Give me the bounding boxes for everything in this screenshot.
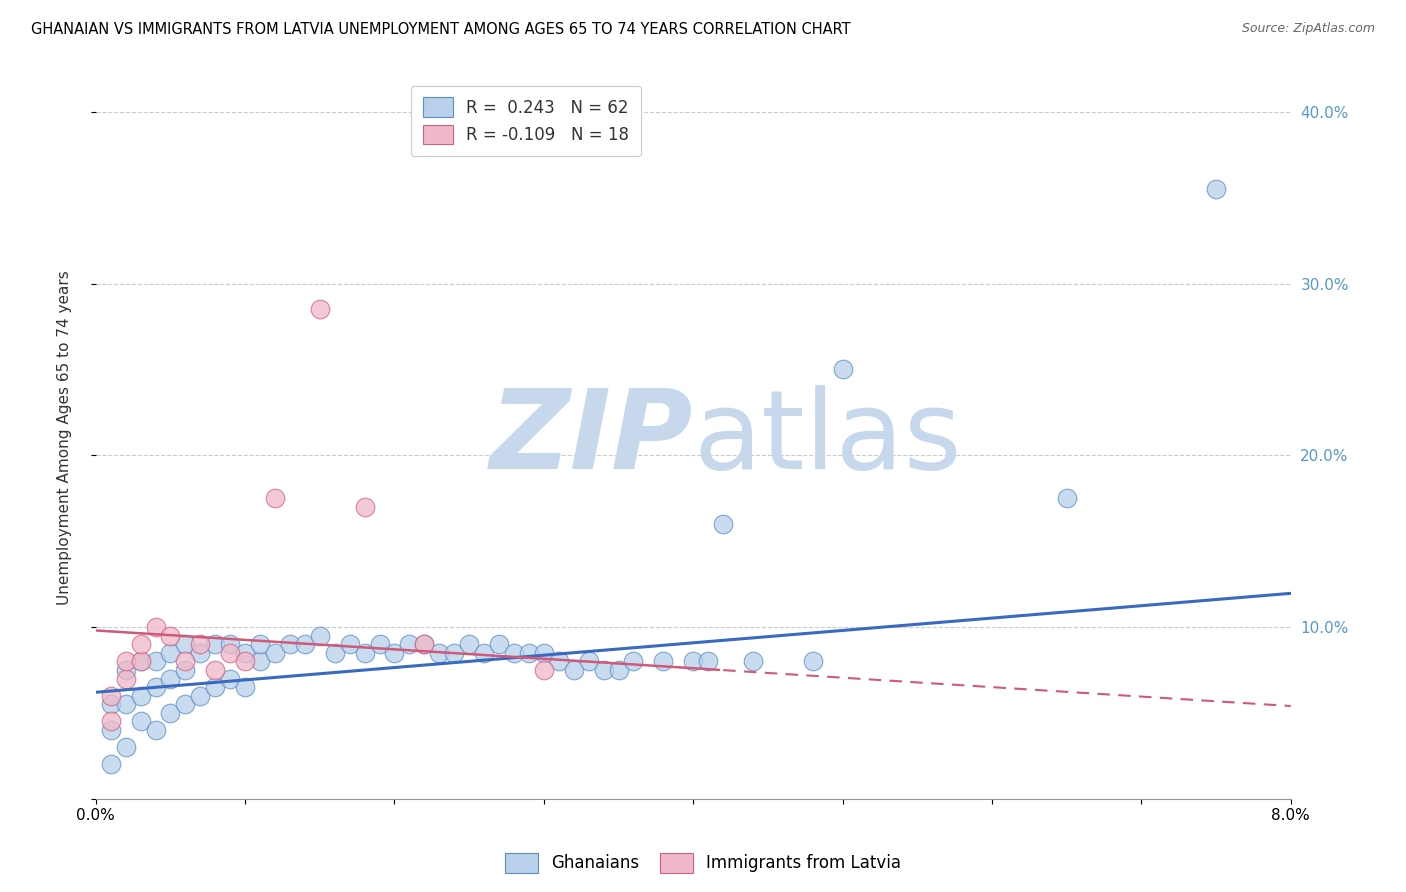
Point	[100, 714, 122, 729]
Point	[294, 637, 316, 651]
Point	[427, 646, 450, 660]
Point	[114, 654, 136, 668]
Point	[249, 654, 271, 668]
Point	[204, 637, 226, 651]
Point	[204, 680, 226, 694]
Point	[114, 663, 136, 677]
Point	[578, 654, 600, 668]
Point	[100, 757, 122, 772]
Point	[413, 637, 436, 651]
Point	[233, 680, 256, 694]
Point	[562, 663, 585, 677]
Point	[249, 637, 271, 651]
Point	[174, 637, 197, 651]
Point	[339, 637, 361, 651]
Point	[114, 698, 136, 712]
Point	[129, 654, 152, 668]
Point	[384, 646, 406, 660]
Point	[145, 620, 167, 634]
Point	[145, 680, 167, 694]
Legend: Ghanaians, Immigrants from Latvia: Ghanaians, Immigrants from Latvia	[498, 847, 908, 880]
Point	[174, 663, 197, 677]
Point	[472, 646, 495, 660]
Point	[831, 362, 853, 376]
Text: atlas: atlas	[693, 384, 962, 491]
Point	[801, 654, 824, 668]
Point	[159, 672, 181, 686]
Point	[188, 637, 211, 651]
Point	[100, 689, 122, 703]
Point	[308, 629, 330, 643]
Point	[503, 646, 526, 660]
Point	[652, 654, 675, 668]
Point	[145, 654, 167, 668]
Point	[219, 672, 242, 686]
Point	[219, 646, 242, 660]
Point	[1205, 182, 1227, 196]
Point	[742, 654, 765, 668]
Point	[100, 723, 122, 737]
Point	[264, 646, 287, 660]
Point	[368, 637, 391, 651]
Point	[711, 516, 734, 531]
Point	[1056, 491, 1078, 506]
Point	[129, 689, 152, 703]
Point	[533, 663, 555, 677]
Point	[233, 646, 256, 660]
Point	[100, 698, 122, 712]
Point	[188, 646, 211, 660]
Point	[204, 663, 226, 677]
Point	[308, 302, 330, 317]
Point	[517, 646, 540, 660]
Point	[233, 654, 256, 668]
Point	[219, 637, 242, 651]
Point	[458, 637, 481, 651]
Point	[129, 654, 152, 668]
Point	[697, 654, 720, 668]
Legend: R =  0.243   N = 62, R = -0.109   N = 18: R = 0.243 N = 62, R = -0.109 N = 18	[411, 86, 641, 156]
Point	[607, 663, 630, 677]
Point	[623, 654, 645, 668]
Point	[443, 646, 465, 660]
Point	[129, 637, 152, 651]
Text: GHANAIAN VS IMMIGRANTS FROM LATVIA UNEMPLOYMENT AMONG AGES 65 TO 74 YEARS CORREL: GHANAIAN VS IMMIGRANTS FROM LATVIA UNEMP…	[31, 22, 851, 37]
Point	[592, 663, 614, 677]
Y-axis label: Unemployment Among Ages 65 to 74 years: Unemployment Among Ages 65 to 74 years	[58, 271, 72, 606]
Point	[533, 646, 555, 660]
Point	[264, 491, 287, 506]
Point	[353, 646, 375, 660]
Text: ZIP: ZIP	[489, 384, 693, 491]
Text: Source: ZipAtlas.com: Source: ZipAtlas.com	[1241, 22, 1375, 36]
Point	[174, 654, 197, 668]
Point	[114, 740, 136, 755]
Point	[323, 646, 346, 660]
Point	[413, 637, 436, 651]
Point	[398, 637, 420, 651]
Point	[159, 629, 181, 643]
Point	[145, 723, 167, 737]
Point	[159, 646, 181, 660]
Point	[682, 654, 704, 668]
Point	[174, 698, 197, 712]
Point	[278, 637, 301, 651]
Point	[159, 706, 181, 720]
Point	[353, 500, 375, 514]
Point	[488, 637, 510, 651]
Point	[114, 672, 136, 686]
Point	[129, 714, 152, 729]
Point	[547, 654, 569, 668]
Point	[188, 689, 211, 703]
